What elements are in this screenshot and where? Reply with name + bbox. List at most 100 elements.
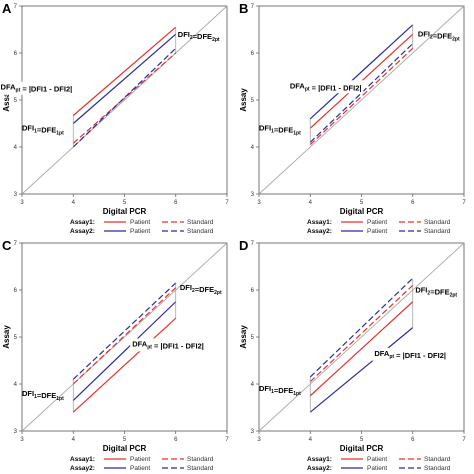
y-tick-label: 7 <box>251 4 255 10</box>
series-line-assay2-patient <box>72 301 177 401</box>
annotation-text: DFI <box>415 285 427 294</box>
series-line-assay2-patient <box>72 33 177 124</box>
y-tick-label: 4 <box>14 382 18 388</box>
y-tick-label: 7 <box>14 241 18 247</box>
y-tick-label: 7 <box>251 241 255 247</box>
series-line-assay2-standard <box>72 47 177 148</box>
x-tick-label: 6 <box>411 437 415 443</box>
y-tick-label: 5 <box>14 98 18 104</box>
x-axis-label: Digital PCR <box>103 444 147 453</box>
annotation-text: =DFE <box>37 391 56 400</box>
x-tick-label: 4 <box>309 437 313 443</box>
annotation-text: =DFE <box>193 32 212 41</box>
x-tick-label: 7 <box>225 437 229 443</box>
legend-assay1-label: Assay1: <box>70 219 95 226</box>
annotation-text: - DFI <box>336 83 355 92</box>
identity-line <box>258 5 465 195</box>
x-tick-label: 4 <box>309 200 313 206</box>
annotation-label: DFI2=DFE2pt <box>180 283 222 296</box>
annotation-subscript: 2 <box>430 35 433 41</box>
series-line-assay1-patient <box>72 317 177 413</box>
annotation-text: 2 <box>198 341 202 350</box>
annotation-text: =DFE <box>37 126 56 135</box>
x-tick-label: 4 <box>72 200 76 206</box>
annotation-subscript: 1pt <box>293 391 301 397</box>
series-line-assay1-standard <box>72 52 177 144</box>
annotation-label: DFI1=DFE1pt <box>22 389 64 402</box>
y-tick-label: 3 <box>251 192 255 198</box>
annotation-label: DFI1=DFE1pt <box>22 124 64 137</box>
annotation-text: 1 <box>175 341 179 350</box>
legend-assay2-label: Assay2: <box>307 228 332 235</box>
annotation-subscript: pt <box>389 354 394 360</box>
annotation-text: = |DFI <box>394 351 417 360</box>
annotation-text: DFI <box>418 30 430 39</box>
y-tick-label: 3 <box>14 429 18 435</box>
annotation-subscript: 2 <box>427 290 430 296</box>
legend-patient-label: Patient <box>130 219 150 226</box>
annotation-text: DFI <box>180 283 192 292</box>
y-tick-label: 4 <box>251 145 255 151</box>
y-tick-label: 5 <box>14 335 18 341</box>
x-tick-label: 7 <box>225 200 229 206</box>
annotation-subscript: pt <box>147 344 152 350</box>
annotation-text: 1 <box>43 85 47 94</box>
legend-assay2-label: Assay2: <box>70 228 95 235</box>
annotation-text: 2 <box>355 83 359 92</box>
series-line-assay2-standard <box>72 282 177 380</box>
annotation-text: DFI <box>259 384 271 393</box>
annotation-text: 1 <box>417 351 421 360</box>
annotation-text: - DFI <box>421 351 440 360</box>
series-line-assay1-standard <box>309 47 414 146</box>
annotation-subscript: 1 <box>34 394 37 400</box>
identity-line <box>21 242 228 432</box>
x-tick-label: 3 <box>257 200 261 206</box>
legend-assay1-label: Assay1: <box>307 219 332 226</box>
annotation-label: DFApt = |DFI1 - DFI2| <box>132 339 204 350</box>
annotation-text: DFA <box>1 83 17 92</box>
x-tick-label: 4 <box>72 437 76 443</box>
annotation-text: =DFE <box>274 126 293 135</box>
annotation-text: DFI <box>22 389 34 398</box>
annotation-label: DFI1=DFE1pt <box>259 124 301 137</box>
annotation-label: DFI2=DFE2pt <box>418 30 460 43</box>
annotation-subscript: pt <box>16 88 21 94</box>
annotation-label: DFApt = |DFI1 - DFI2| <box>1 83 73 94</box>
series-line-assay2-patient <box>309 24 414 120</box>
x-tick-label: 5 <box>360 200 364 206</box>
legend-patient-label: Patient <box>130 228 150 235</box>
annotation-text: =DFE <box>430 287 449 296</box>
x-tick-label: 6 <box>174 200 178 206</box>
annotation-text: 2 <box>66 85 70 94</box>
annotation-text: - DFI <box>47 85 66 94</box>
y-axis-label: Assay <box>239 325 248 349</box>
annotation-subscript: 1 <box>271 129 274 135</box>
legend-patient-label: Patient <box>130 465 150 472</box>
x-tick-label: 6 <box>174 437 178 443</box>
series-line-assay1-patient <box>72 26 177 116</box>
y-tick-label: 6 <box>251 288 255 294</box>
x-tick-label: 3 <box>20 437 24 443</box>
identity-line <box>258 242 465 432</box>
panel-letter: A <box>2 1 12 16</box>
annotation-text: = |DFI <box>152 341 175 350</box>
series-line-assay1-standard <box>309 284 414 383</box>
legend-assay1-label: Assay1: <box>307 456 332 463</box>
legend-standard-label: Standard <box>424 228 451 235</box>
annotation-text: DFA <box>290 81 306 90</box>
legend-standard-label: Standard <box>187 465 214 472</box>
y-tick-label: 5 <box>251 335 255 341</box>
legend-standard-label: Standard <box>424 219 451 226</box>
x-axis-label: Digital PCR <box>340 207 384 216</box>
x-tick-label: 7 <box>462 200 466 206</box>
y-tick-label: 3 <box>14 192 18 198</box>
annotation-text: DFI <box>22 124 34 133</box>
annotation-text: =DFE <box>195 285 214 294</box>
annotation-text: DFI <box>178 30 190 39</box>
x-tick-label: 7 <box>462 437 466 443</box>
annotation-background <box>0 81 75 95</box>
annotation-text: =DFE <box>433 32 452 41</box>
